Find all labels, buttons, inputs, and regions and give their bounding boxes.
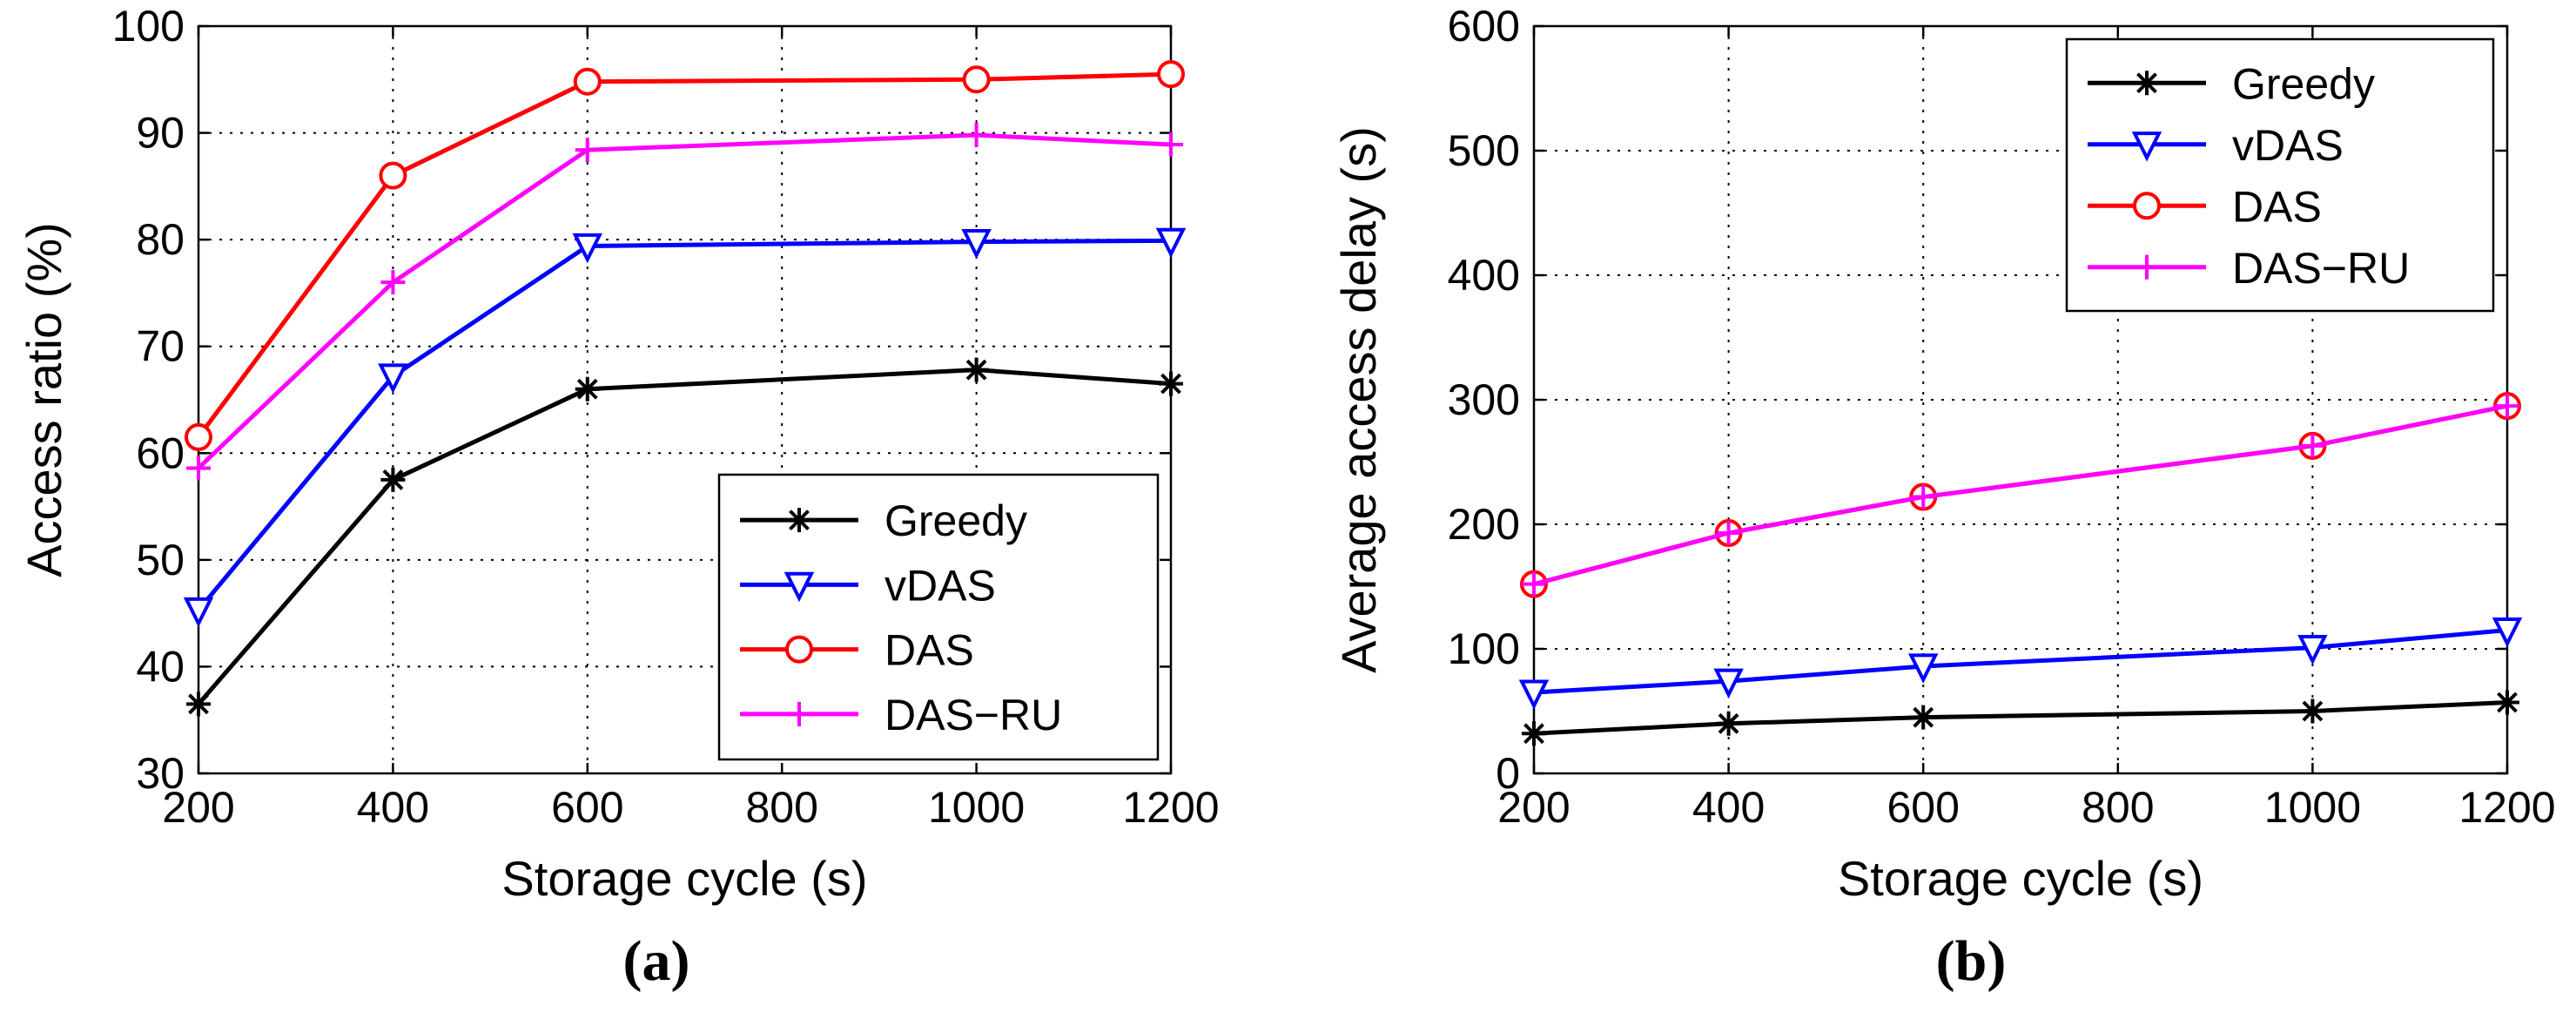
data-point xyxy=(1907,653,1939,684)
legend-label: Greedy xyxy=(884,496,1027,545)
y-tick-label: 30 xyxy=(136,749,185,798)
panel-caption: (b) xyxy=(1936,929,2007,993)
x-tick-label: 1000 xyxy=(928,783,1025,832)
x-tick-label: 1200 xyxy=(2458,783,2555,832)
data-point xyxy=(2297,634,2328,665)
data-point xyxy=(380,467,406,492)
y-tick-label: 400 xyxy=(1448,251,1520,300)
legend-marker xyxy=(787,701,811,726)
x-axis-label: Storage cycle (s) xyxy=(1838,851,2203,906)
data-point xyxy=(379,161,407,190)
x-tick-label: 600 xyxy=(1887,783,1959,832)
data-point xyxy=(2300,433,2325,458)
legend-label: DAS xyxy=(884,626,974,675)
data-point xyxy=(964,123,989,148)
legend-label: DAS−RU xyxy=(884,691,1062,739)
data-point xyxy=(1716,711,1741,736)
x-tick-label: 800 xyxy=(2082,783,2154,832)
y-axis-label: Average access delay (s) xyxy=(1331,126,1386,673)
x-tick-label: 800 xyxy=(745,783,817,832)
legend-marker xyxy=(785,635,813,664)
data-point xyxy=(1155,227,1187,259)
data-point xyxy=(575,138,600,163)
data-point xyxy=(1522,721,1546,746)
data-point xyxy=(185,422,212,451)
legend-label: vDAS xyxy=(2232,121,2344,170)
plot-frame xyxy=(197,24,1173,775)
data-point xyxy=(2492,617,2523,648)
legend-label: Greedy xyxy=(2232,59,2375,108)
series-line-das-ru xyxy=(1533,403,2508,587)
y-tick-label: 40 xyxy=(136,642,185,691)
data-point xyxy=(961,228,992,260)
data-point xyxy=(186,692,211,717)
data-point xyxy=(378,363,408,394)
data-point xyxy=(1713,668,1744,699)
series-line-das xyxy=(1533,403,2508,587)
x-tick-label: 600 xyxy=(551,783,623,832)
x-tick-label: 400 xyxy=(1692,783,1765,832)
legend-marker xyxy=(2131,132,2162,162)
series-line-vdas xyxy=(1533,628,2508,695)
series-line-das-ru xyxy=(197,132,1172,470)
y-tick-label: 300 xyxy=(1448,375,1520,424)
x-axis-label: Storage cycle (s) xyxy=(501,851,867,906)
data-point xyxy=(1911,705,1936,730)
data-point xyxy=(380,270,406,295)
data-point xyxy=(1716,521,1741,546)
data-point xyxy=(2300,698,2325,724)
y-tick-label: 80 xyxy=(136,215,185,264)
data-point xyxy=(2495,394,2519,419)
data-point xyxy=(1157,60,1185,89)
chart-a: 200 400 600 800 1000 1200 30 40 50 60 70 80 90 100 Sto… xyxy=(17,2,1220,993)
y-tick-label: 0 xyxy=(1496,749,1520,798)
legend-label: DAS xyxy=(2232,182,2322,231)
x-tick-label: 400 xyxy=(357,783,429,832)
y-tick-label: 60 xyxy=(136,429,185,477)
legend-label: DAS−RU xyxy=(2232,244,2410,293)
data-point xyxy=(575,376,600,402)
y-tick-label: 600 xyxy=(1448,2,1520,51)
y-tick-label: 50 xyxy=(136,536,185,584)
data-point xyxy=(1911,484,1936,510)
x-tick-label: 200 xyxy=(1497,783,1570,832)
series-line-greedy xyxy=(1533,699,2508,736)
data-point xyxy=(573,67,602,96)
x-tick-label: 200 xyxy=(162,783,234,832)
data-point xyxy=(183,597,214,628)
data-point xyxy=(2495,690,2519,715)
y-tick-label: 100 xyxy=(112,2,185,51)
data-point xyxy=(186,456,211,481)
x-tick-label: 1000 xyxy=(2264,783,2361,832)
legend-marker xyxy=(784,571,815,603)
chart-b: 200 400 600 800 1000 1200 0 100 200 300 400 500 600 S… xyxy=(1331,2,2556,993)
y-tick-label: 90 xyxy=(136,109,185,158)
legend-marker xyxy=(2135,71,2159,96)
y-tick-label: 500 xyxy=(1448,126,1520,175)
data-point xyxy=(964,357,989,382)
panel-caption: (a) xyxy=(623,929,690,993)
data-point xyxy=(1159,371,1183,396)
x-tick-label: 1200 xyxy=(1122,783,1219,832)
data-point xyxy=(572,233,603,264)
y-axis-label: Access ratio (%) xyxy=(17,222,71,577)
legend-label: vDAS xyxy=(884,561,996,610)
data-point xyxy=(1522,571,1546,597)
y-tick-label: 200 xyxy=(1448,500,1520,549)
data-point xyxy=(1159,132,1183,158)
data-point xyxy=(962,65,991,94)
legend-marker xyxy=(787,508,811,533)
legend-marker xyxy=(2135,254,2159,280)
y-tick-label: 100 xyxy=(1448,624,1520,673)
y-tick-label: 70 xyxy=(136,322,185,371)
legend-marker xyxy=(2133,192,2161,220)
data-point xyxy=(1518,679,1550,710)
